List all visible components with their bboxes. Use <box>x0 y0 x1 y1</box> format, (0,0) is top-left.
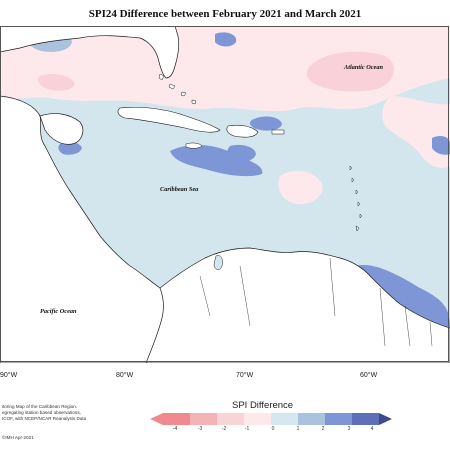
lesser-antilles <box>349 165 363 232</box>
yucatan-peninsula <box>39 113 84 145</box>
legend-tick: -3 <box>197 426 203 432</box>
positive-patch-4 <box>249 116 282 131</box>
legend-tick: -2 <box>221 426 227 432</box>
legend-tick: 4 <box>370 426 374 432</box>
legend-tick: 2 <box>321 426 325 432</box>
spi-difference-map: Atlantic Ocean Caribbean Sea Pacific Oce… <box>0 26 450 363</box>
legend-arrow-right <box>379 413 392 425</box>
lon-label-70w: 70°W <box>236 372 254 379</box>
legend-bin-3 <box>217 413 244 425</box>
bahamas-islands <box>158 73 197 105</box>
legend-colorbar <box>150 413 392 425</box>
negative-region-central <box>278 170 323 205</box>
legend-tick: -4 <box>172 426 178 432</box>
south-america-landmass <box>145 247 450 363</box>
legend-tick: -1 <box>244 426 250 432</box>
legend-tick: 3 <box>347 426 351 432</box>
atlantic-ocean-label: Atlantic Ocean <box>343 64 384 71</box>
legend-title: SPI Difference <box>232 400 294 411</box>
positive-patch-8 <box>432 136 450 155</box>
positive-patch-5 <box>58 141 82 155</box>
legend-tick: 1 <box>296 426 300 432</box>
credit: ©IMH Apr-2021 <box>2 435 34 440</box>
lon-label-80w: 80°W <box>116 372 134 379</box>
cuba-island <box>117 106 221 133</box>
positive-patch-2 <box>215 32 237 47</box>
country-borders <box>199 257 433 347</box>
positive-patch-3 <box>170 144 263 177</box>
positive-patch-6 <box>227 144 256 162</box>
caribbean-sea-label: Caribbean Sea <box>160 186 198 193</box>
pacific-ocean-label: Pacific Ocean <box>40 308 77 315</box>
legend-bin-5 <box>271 413 298 425</box>
legend-bin-7 <box>325 413 352 425</box>
legend-bin-1 <box>163 413 190 425</box>
legend-bin-4 <box>244 413 271 425</box>
lon-label-60w: 60°W <box>360 372 378 379</box>
lon-label-90w: 90°W <box>0 372 18 379</box>
hispaniola-island <box>226 124 259 138</box>
map-title: SPI24 Difference between February 2021 a… <box>88 8 362 20</box>
negative-region-small <box>37 73 75 91</box>
negative-region-east <box>382 96 450 168</box>
legend-tick: 0 <box>271 426 275 432</box>
note-line-1: itoring Map of the Caribbean Region. <box>2 404 78 409</box>
jamaica-island <box>185 142 203 149</box>
legend-arrow-left <box>150 413 163 425</box>
note-line-3: ICOF, with NCEP/NCAR Reanalysis Data <box>2 416 87 421</box>
negative-region-atlantic <box>306 51 395 92</box>
puerto-rico-island <box>271 129 285 135</box>
note-line-2: egregating station based observations, <box>2 410 81 415</box>
lake-maracaibo <box>213 255 223 270</box>
florida-landmass <box>0 26 180 79</box>
legend-bin-2 <box>190 413 217 425</box>
legend-bin-8 <box>352 413 379 425</box>
legend-bin-6 <box>298 413 325 425</box>
